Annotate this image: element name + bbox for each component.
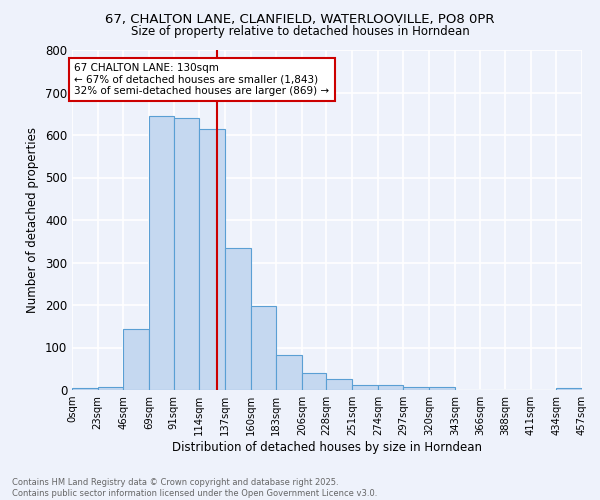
Bar — [378, 385, 403, 390]
Bar — [98, 386, 124, 390]
Bar — [326, 378, 352, 390]
Bar — [276, 355, 302, 390]
Bar — [225, 248, 251, 390]
Bar — [352, 385, 378, 390]
Bar — [173, 118, 199, 390]
Bar — [72, 388, 98, 390]
Bar — [556, 388, 582, 390]
Y-axis label: Number of detached properties: Number of detached properties — [26, 127, 40, 313]
X-axis label: Distribution of detached houses by size in Horndean: Distribution of detached houses by size … — [172, 441, 482, 454]
Bar — [149, 116, 173, 390]
Text: 67, CHALTON LANE, CLANFIELD, WATERLOOVILLE, PO8 0PR: 67, CHALTON LANE, CLANFIELD, WATERLOOVIL… — [105, 12, 495, 26]
Bar — [124, 329, 149, 390]
Text: 67 CHALTON LANE: 130sqm
← 67% of detached houses are smaller (1,843)
32% of semi: 67 CHALTON LANE: 130sqm ← 67% of detache… — [74, 62, 329, 96]
Bar — [302, 373, 326, 390]
Bar — [429, 386, 455, 390]
Bar — [251, 306, 276, 390]
Bar — [199, 128, 225, 390]
Bar — [403, 386, 429, 390]
Text: Contains HM Land Registry data © Crown copyright and database right 2025.
Contai: Contains HM Land Registry data © Crown c… — [12, 478, 377, 498]
Text: Size of property relative to detached houses in Horndean: Size of property relative to detached ho… — [131, 25, 469, 38]
